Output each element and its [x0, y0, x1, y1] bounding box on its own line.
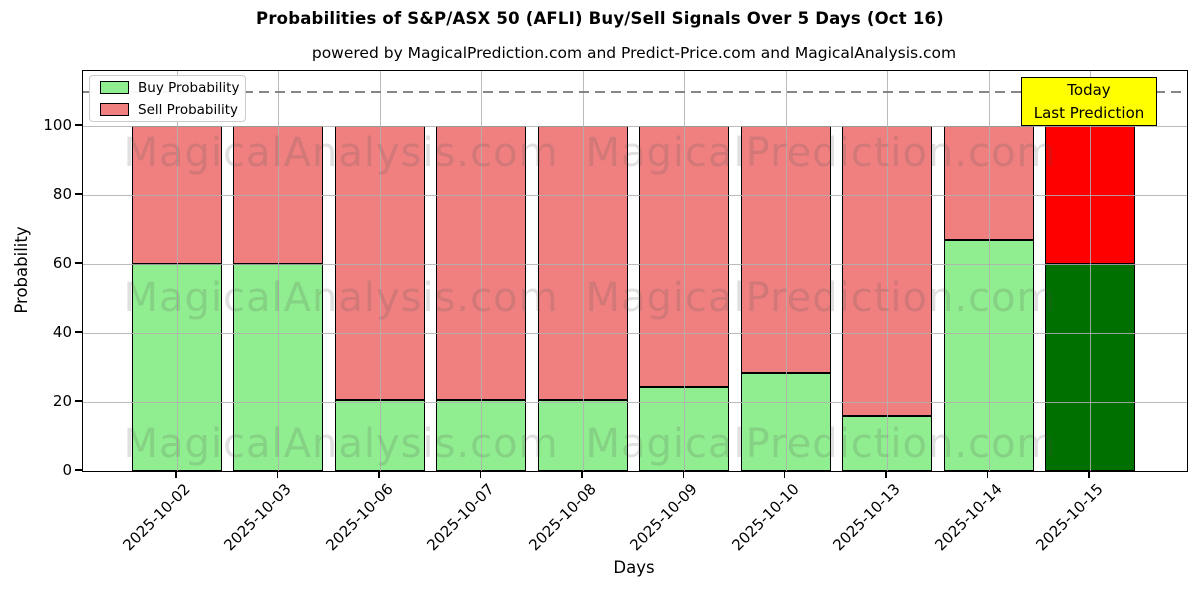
watermark-left-0: MagicalAnalysis.com	[123, 130, 559, 176]
watermark-left-1: MagicalAnalysis.com	[123, 275, 559, 321]
x-tick-2025-10-13	[885, 472, 887, 478]
legend-label-0: Buy Probability	[138, 79, 240, 96]
threshold-dashed-line	[83, 90, 1187, 93]
v-gridline-2025-10-14	[988, 71, 990, 471]
y-tick-label-20: 20	[52, 392, 72, 410]
today-annotation-line2: Last Prediction	[1033, 103, 1145, 122]
chart-title: Probabilities of S&P/ASX 50 (AFLI) Buy/S…	[256, 9, 944, 28]
x-tick-2025-10-09	[682, 472, 684, 478]
x-axis-label: Days	[613, 558, 655, 577]
y-tick-20	[75, 400, 82, 402]
v-gridline-2025-10-15	[1090, 71, 1091, 471]
watermark-right-2: MagicalPrediction.com	[585, 421, 1057, 467]
x-tick-2025-10-14	[986, 472, 989, 478]
h-gridline-40	[83, 333, 1187, 335]
v-gridline-2025-10-02	[177, 71, 178, 471]
today-annotation: Today Last Prediction	[1021, 77, 1157, 126]
legend-item-0: Buy Probability	[100, 80, 245, 96]
x-tick-2025-10-02	[175, 472, 177, 478]
legend-patch-0	[100, 81, 129, 94]
v-gridline-2025-10-03	[278, 71, 280, 471]
x-tick-2025-10-03	[276, 472, 279, 478]
v-gridline-2025-10-13	[887, 71, 889, 471]
watermark-right-0: MagicalPrediction.com	[585, 130, 1057, 176]
y-tick-label-40: 40	[52, 323, 72, 342]
v-gridline-2025-10-06	[379, 71, 381, 471]
x-tick-2025-10-15	[1088, 472, 1090, 478]
y-tick-60	[75, 262, 82, 264]
v-gridline-2025-10-08	[582, 71, 584, 471]
h-gridline-80	[83, 195, 1187, 197]
y-tick-40	[75, 331, 82, 333]
plot-area: MagicalAnalysis.com MagicalPrediction.com…	[82, 70, 1188, 472]
y-tick-label-0: 0	[62, 461, 72, 479]
h-gridline-100	[83, 126, 1187, 128]
x-tick-2025-10-07	[479, 472, 482, 478]
x-tick-2025-10-06	[378, 472, 380, 478]
v-gridline-2025-10-09	[684, 71, 686, 471]
y-tick-label-60: 60	[52, 254, 72, 273]
y-tick-80	[75, 193, 82, 195]
h-gridline-60	[83, 264, 1187, 266]
legend-patch-1	[100, 103, 129, 116]
y-tick-100	[75, 124, 82, 126]
y-tick-label-100: 100	[43, 116, 72, 135]
watermark-right-1: MagicalPrediction.com	[585, 275, 1057, 321]
chart-subtitle: powered by MagicalPrediction.com and Pre…	[311, 44, 957, 62]
y-tick-label-80: 80	[52, 185, 72, 204]
v-gridline-2025-10-10	[785, 71, 787, 471]
x-tick-label-2025-10-02: 2025-10-02	[119, 480, 194, 555]
legend: Buy Probability Sell Probability	[89, 75, 246, 122]
h-gridline-20	[83, 402, 1187, 403]
x-tick-2025-10-08	[581, 472, 583, 478]
today-annotation-line1: Today	[1067, 81, 1111, 99]
legend-label-1: Sell Probability	[138, 101, 239, 118]
x-tick-2025-10-10	[783, 472, 786, 478]
v-gridline-2025-10-07	[481, 71, 483, 471]
grid-layer	[83, 71, 1187, 471]
watermark-left-2: MagicalAnalysis.com	[123, 421, 559, 467]
legend-item-1: Sell Probability	[100, 102, 245, 118]
watermark-layer: MagicalAnalysis.com MagicalPrediction.com…	[83, 71, 1187, 471]
y-tick-0	[75, 469, 82, 471]
